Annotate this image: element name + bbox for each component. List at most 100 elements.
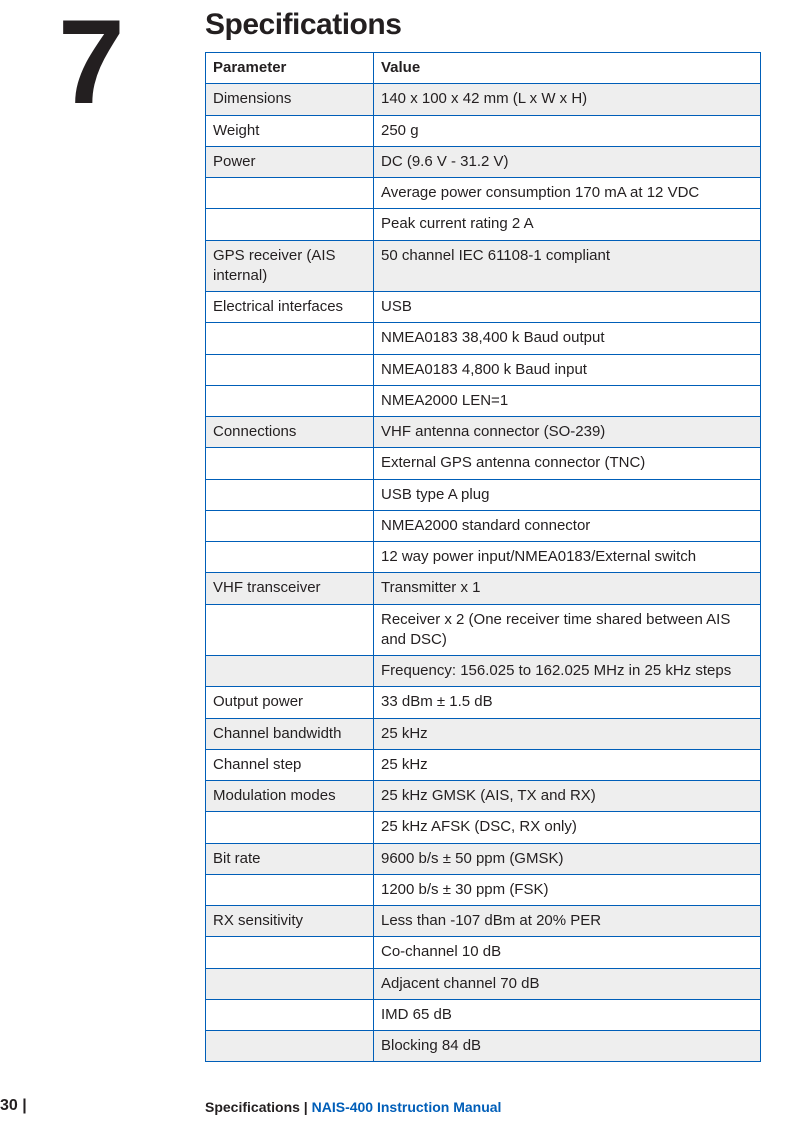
value-cell: 33 dBm ± 1.5 dB [374, 687, 761, 718]
table-row: NMEA2000 standard connector [206, 510, 761, 541]
table-row: Blocking 84 dB [206, 1031, 761, 1062]
value-cell: 12 way power input/NMEA0183/External swi… [374, 542, 761, 573]
param-cell [206, 656, 374, 687]
table-row: 12 way power input/NMEA0183/External swi… [206, 542, 761, 573]
param-cell [206, 385, 374, 416]
param-cell [206, 604, 374, 656]
param-cell [206, 479, 374, 510]
value-cell: DC (9.6 V - 31.2 V) [374, 146, 761, 177]
table-row: GPS receiver (AIS internal)50 channel IE… [206, 240, 761, 292]
table-row: IMD 65 dB [206, 999, 761, 1030]
footer-text: Specifications | NAIS-400 Instruction Ma… [205, 1099, 501, 1115]
table-row: Adjacent channel 70 dB [206, 968, 761, 999]
param-cell [206, 510, 374, 541]
table-row: Peak current rating 2 A [206, 209, 761, 240]
value-cell: USB type A plug [374, 479, 761, 510]
footer-separator: | [300, 1099, 312, 1115]
value-cell: Average power consumption 170 mA at 12 V… [374, 178, 761, 209]
value-cell: Frequency: 156.025 to 162.025 MHz in 25 … [374, 656, 761, 687]
chapter-number: 7 [58, 8, 121, 116]
table-row: USB type A plug [206, 479, 761, 510]
param-cell [206, 354, 374, 385]
value-cell: 250 g [374, 115, 761, 146]
param-cell: VHF transceiver [206, 573, 374, 604]
value-cell: NMEA2000 LEN=1 [374, 385, 761, 416]
param-cell: Output power [206, 687, 374, 718]
table-row: Dimensions140 x 100 x 42 mm (L x W x H) [206, 84, 761, 115]
table-row: NMEA2000 LEN=1 [206, 385, 761, 416]
value-cell: Receiver x 2 (One receiver time shared b… [374, 604, 761, 656]
param-cell: Bit rate [206, 843, 374, 874]
param-cell [206, 448, 374, 479]
specifications-table: ParameterValueDimensions140 x 100 x 42 m… [205, 52, 761, 1062]
chapter-title: Specifications [205, 8, 761, 42]
footer-doc-title: NAIS-400 Instruction Manual [312, 1099, 502, 1115]
value-cell: Peak current rating 2 A [374, 209, 761, 240]
param-cell [206, 812, 374, 843]
table-row: ConnectionsVHF antenna connector (SO-239… [206, 417, 761, 448]
value-cell: NMEA2000 standard connector [374, 510, 761, 541]
value-cell: Co-channel 10 dB [374, 937, 761, 968]
value-cell: 25 kHz [374, 749, 761, 780]
value-cell: 50 channel IEC 61108-1 compliant [374, 240, 761, 292]
value-cell: 1200 b/s ± 30 ppm (FSK) [374, 874, 761, 905]
table-row: Weight250 g [206, 115, 761, 146]
value-cell: 25 kHz AFSK (DSC, RX only) [374, 812, 761, 843]
table-row: Electrical interfacesUSB [206, 292, 761, 323]
param-cell: Connections [206, 417, 374, 448]
table-row: ParameterValue [206, 53, 761, 84]
value-cell: USB [374, 292, 761, 323]
param-cell: RX sensitivity [206, 906, 374, 937]
param-cell [206, 999, 374, 1030]
footer-section: Specifications [205, 1099, 300, 1115]
table-row: RX sensitivityLess than -107 dBm at 20% … [206, 906, 761, 937]
value-cell: 9600 b/s ± 50 ppm (GMSK) [374, 843, 761, 874]
table-row: Channel bandwidth25 kHz [206, 718, 761, 749]
table-row: Modulation modes25 kHz GMSK (AIS, TX and… [206, 781, 761, 812]
value-cell: NMEA0183 4,800 k Baud input [374, 354, 761, 385]
table-row: Bit rate9600 b/s ± 50 ppm (GMSK) [206, 843, 761, 874]
content-area: Specifications ParameterValueDimensions1… [205, 8, 761, 1062]
value-cell: Value [374, 53, 761, 84]
page-number: 30 | [0, 1097, 27, 1115]
value-cell: IMD 65 dB [374, 999, 761, 1030]
value-cell: 25 kHz [374, 718, 761, 749]
table-row: Average power consumption 170 mA at 12 V… [206, 178, 761, 209]
table-row: Frequency: 156.025 to 162.025 MHz in 25 … [206, 656, 761, 687]
param-cell [206, 1031, 374, 1062]
table-row: External GPS antenna connector (TNC) [206, 448, 761, 479]
value-cell: Adjacent channel 70 dB [374, 968, 761, 999]
param-cell: Dimensions [206, 84, 374, 115]
value-cell: VHF antenna connector (SO-239) [374, 417, 761, 448]
value-cell: 140 x 100 x 42 mm (L x W x H) [374, 84, 761, 115]
value-cell: 25 kHz GMSK (AIS, TX and RX) [374, 781, 761, 812]
table-row: 25 kHz AFSK (DSC, RX only) [206, 812, 761, 843]
value-cell: NMEA0183 38,400 k Baud output [374, 323, 761, 354]
param-cell [206, 209, 374, 240]
table-row: Co-channel 10 dB [206, 937, 761, 968]
param-cell: Channel bandwidth [206, 718, 374, 749]
param-cell: Parameter [206, 53, 374, 84]
param-cell [206, 874, 374, 905]
table-row: PowerDC (9.6 V - 31.2 V) [206, 146, 761, 177]
param-cell: Power [206, 146, 374, 177]
param-cell: Electrical interfaces [206, 292, 374, 323]
param-cell [206, 323, 374, 354]
param-cell [206, 178, 374, 209]
param-cell: Weight [206, 115, 374, 146]
table-row: 1200 b/s ± 30 ppm (FSK) [206, 874, 761, 905]
param-cell [206, 968, 374, 999]
table-row: NMEA0183 38,400 k Baud output [206, 323, 761, 354]
param-cell [206, 937, 374, 968]
param-cell: Channel step [206, 749, 374, 780]
table-row: VHF transceiverTransmitter x 1 [206, 573, 761, 604]
param-cell [206, 542, 374, 573]
value-cell: Blocking 84 dB [374, 1031, 761, 1062]
value-cell: Transmitter x 1 [374, 573, 761, 604]
value-cell: External GPS antenna connector (TNC) [374, 448, 761, 479]
value-cell: Less than -107 dBm at 20% PER [374, 906, 761, 937]
table-row: Receiver x 2 (One receiver time shared b… [206, 604, 761, 656]
param-cell: GPS receiver (AIS internal) [206, 240, 374, 292]
table-row: NMEA0183 4,800 k Baud input [206, 354, 761, 385]
table-row: Channel step25 kHz [206, 749, 761, 780]
